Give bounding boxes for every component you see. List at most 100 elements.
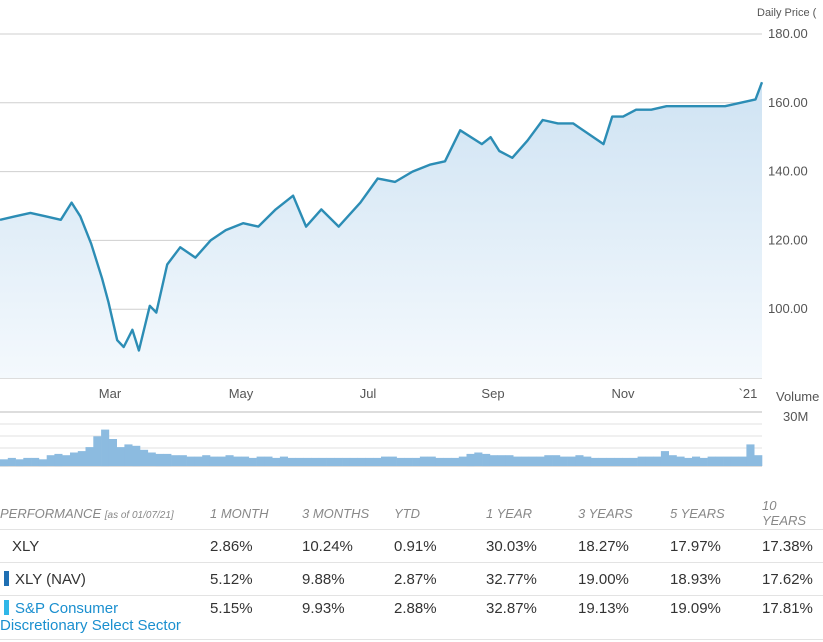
volume-bar	[186, 456, 195, 466]
period-header-5y: 5 YEARS	[670, 497, 762, 530]
volume-bar	[505, 455, 514, 466]
performance-header-label: PERFORMANCE [as of 01/07/21]	[0, 497, 210, 530]
volume-bar	[660, 451, 669, 466]
volume-bar	[171, 455, 180, 466]
volume-bar	[614, 457, 623, 466]
volume-bar	[435, 457, 444, 466]
volume-bar	[567, 456, 576, 466]
volume-bar	[692, 456, 701, 466]
cell-value: 2.86%	[210, 529, 302, 563]
volume-bar	[116, 447, 125, 466]
cell-value: 10.24%	[302, 529, 394, 563]
volume-bar	[443, 457, 452, 466]
volume-bar	[248, 457, 257, 466]
cell-value: 9.88%	[302, 562, 394, 596]
volume-bar	[629, 457, 638, 466]
cell-value: 9.93%	[302, 595, 394, 640]
volume-bar	[303, 457, 312, 466]
y-tick-label: 180.00	[768, 26, 808, 41]
cell-value: 2.88%	[394, 595, 486, 640]
cell-value: 17.62%	[762, 562, 823, 596]
volume-bar	[451, 457, 460, 466]
volume-bar	[482, 453, 491, 467]
volume-bar	[15, 459, 24, 467]
volume-bar	[513, 456, 522, 466]
row-name-label-line2[interactable]: Discretionary Select Sector	[0, 617, 181, 634]
volume-bar	[233, 456, 242, 466]
volume-bar	[715, 456, 724, 466]
row-name-xly: XLY	[0, 529, 210, 563]
volume-bar	[645, 456, 654, 466]
volume-bar	[606, 457, 615, 466]
period-header-3m: 3 MONTHS	[302, 497, 394, 530]
volume-bar	[466, 453, 475, 467]
volume-bar	[334, 457, 343, 466]
volume-bar	[707, 456, 716, 466]
volume-bar	[70, 452, 79, 466]
x-tick-label: Mar	[99, 386, 122, 401]
volume-bar	[155, 453, 164, 467]
volume-bar	[738, 456, 747, 466]
period-header-1m: 1 MONTH	[210, 497, 302, 530]
volume-bar	[85, 447, 94, 466]
volume-bar	[357, 457, 366, 466]
volume-bar	[489, 455, 498, 466]
period-header-ytd: YTD	[394, 497, 486, 530]
volume-bar	[412, 457, 421, 466]
volume-bar	[101, 429, 110, 467]
cell-value: 18.27%	[578, 529, 670, 563]
table-row: XLY (NAV) 5.12% 9.88% 2.87% 32.77% 19.00…	[0, 562, 823, 596]
row-name-label-line1[interactable]: S&P Consumer	[15, 600, 119, 617]
y-axis-title: Daily Price (	[757, 7, 817, 19]
period-header-3y: 3 YEARS	[578, 497, 670, 530]
volume-bar	[264, 456, 273, 466]
y-tick-label: 160.00	[768, 95, 808, 110]
volume-bar	[23, 457, 32, 466]
volume-bar	[77, 451, 86, 466]
volume-bar	[202, 455, 211, 466]
volume-bar	[225, 455, 234, 466]
row-name-sp-sector: S&P Consumer Discretionary Select Sector	[0, 595, 210, 640]
performance-asof: [as of 01/07/21]	[104, 509, 174, 521]
volume-bar	[147, 452, 156, 466]
volume-bar	[730, 456, 739, 466]
volume-bar	[342, 457, 351, 466]
volume-bar	[93, 436, 102, 466]
volume-bar	[0, 459, 9, 467]
y-tick-label: 100.00	[768, 301, 808, 316]
volume-bar	[46, 455, 55, 466]
volume-bar	[388, 456, 397, 466]
volume-bar	[668, 455, 677, 466]
volume-bar	[54, 453, 63, 467]
volume-bar	[427, 456, 436, 466]
volume-bar	[365, 457, 374, 466]
legend-swatch-index	[4, 600, 9, 615]
volume-bar	[140, 449, 149, 466]
volume-bar	[209, 456, 218, 466]
volume-axis-title: Volume	[776, 389, 819, 404]
volume-bar	[279, 456, 288, 466]
volume-bar	[746, 444, 755, 466]
x-tick-label: Jul	[360, 386, 377, 401]
price-line[interactable]	[0, 81, 764, 352]
volume-bar	[497, 455, 506, 466]
y-tick-label: 140.00	[768, 164, 808, 179]
cell-value: 19.09%	[670, 595, 762, 640]
volume-bar	[132, 445, 141, 467]
cell-value: 30.03%	[486, 529, 578, 563]
volume-bar	[575, 455, 584, 466]
volume-bar	[676, 456, 685, 466]
volume-bar	[163, 453, 172, 467]
legend-swatch-nav	[4, 570, 9, 586]
volume-bar	[326, 457, 335, 466]
volume-bar	[637, 456, 646, 466]
y-tick-label: 120.00	[768, 232, 808, 247]
volume-bar	[653, 456, 662, 466]
volume-bar	[723, 456, 732, 466]
volume-bar	[194, 456, 203, 466]
volume-bar	[256, 456, 265, 466]
volume-bar	[458, 456, 467, 466]
volume-bar	[7, 457, 16, 466]
volume-bar	[38, 459, 47, 467]
row-name-label: XLY (NAV)	[15, 570, 86, 588]
